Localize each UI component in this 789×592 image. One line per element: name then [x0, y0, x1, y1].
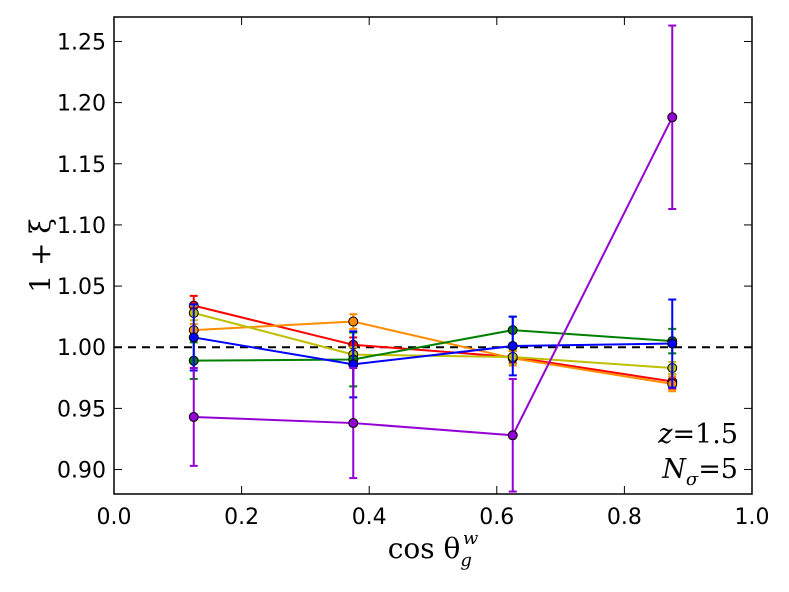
- nsigma-subscript: σ: [686, 469, 699, 490]
- x-tick-label: 0.0: [97, 505, 132, 530]
- series-line-red: [193, 304, 673, 383]
- x-axis-title-subscript: g: [460, 550, 472, 571]
- series-line-green: [193, 329, 673, 362]
- x-axis-title-superscript: w: [463, 528, 479, 549]
- series-layer: [188, 24, 678, 493]
- nsigma-symbol: N: [661, 454, 687, 485]
- series-red: [188, 294, 678, 390]
- y-tick-label: 1.10: [57, 214, 106, 239]
- series-line-blue: [193, 336, 673, 366]
- y-tick-label: 1.00: [57, 336, 106, 361]
- redshift-symbol: z: [657, 419, 673, 450]
- y-tick-label: 1.25: [57, 30, 106, 55]
- data-point: [348, 316, 359, 327]
- x-tick-label: 0.4: [352, 505, 387, 530]
- data-point: [667, 112, 678, 123]
- x-axis-title-main: cos θ: [388, 532, 461, 565]
- data-point: [188, 411, 199, 422]
- nsigma-value: =5: [698, 454, 738, 485]
- y-tick-label: 1.15: [57, 153, 106, 178]
- y-tick-label: 0.90: [57, 459, 106, 484]
- x-tick-label: 0.2: [224, 505, 259, 530]
- data-point: [507, 341, 518, 352]
- nsigma-annotation: Nσ=5: [661, 454, 738, 490]
- y-axis: 0.90 0.95 1.00 1.05 1.10 1.15 1.20 1.25: [57, 30, 752, 484]
- series-purple: [188, 24, 678, 493]
- y-tick-label: 1.05: [57, 275, 106, 300]
- series-blue: [188, 298, 678, 399]
- series-line-orange: [193, 320, 673, 385]
- series-line-purple: [193, 116, 674, 437]
- plot-frame: [113, 16, 753, 495]
- y-tick-label: 0.95: [57, 397, 106, 422]
- data-point: [507, 430, 518, 441]
- x-tick-label: 1.0: [735, 505, 770, 530]
- data-point: [348, 418, 359, 429]
- x-axis: 0.0 0.2 0.4 0.6 0.8 1.0: [97, 17, 770, 530]
- x-tick-label: 0.8: [607, 505, 642, 530]
- y-tick-label: 1.20: [57, 92, 106, 117]
- data-point: [667, 338, 678, 349]
- data-point: [188, 332, 199, 343]
- x-tick-label: 0.6: [479, 505, 514, 530]
- series-orange: [188, 313, 678, 393]
- redshift-value: =1.5: [672, 419, 738, 450]
- y-axis-title: 1 + ξ: [24, 218, 57, 293]
- redshift-annotation: z=1.5: [657, 419, 738, 450]
- x-axis-title: cos θgw: [388, 528, 479, 571]
